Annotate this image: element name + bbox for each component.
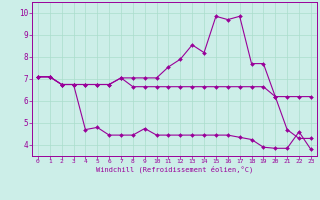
X-axis label: Windchill (Refroidissement éolien,°C): Windchill (Refroidissement éolien,°C) xyxy=(96,166,253,173)
